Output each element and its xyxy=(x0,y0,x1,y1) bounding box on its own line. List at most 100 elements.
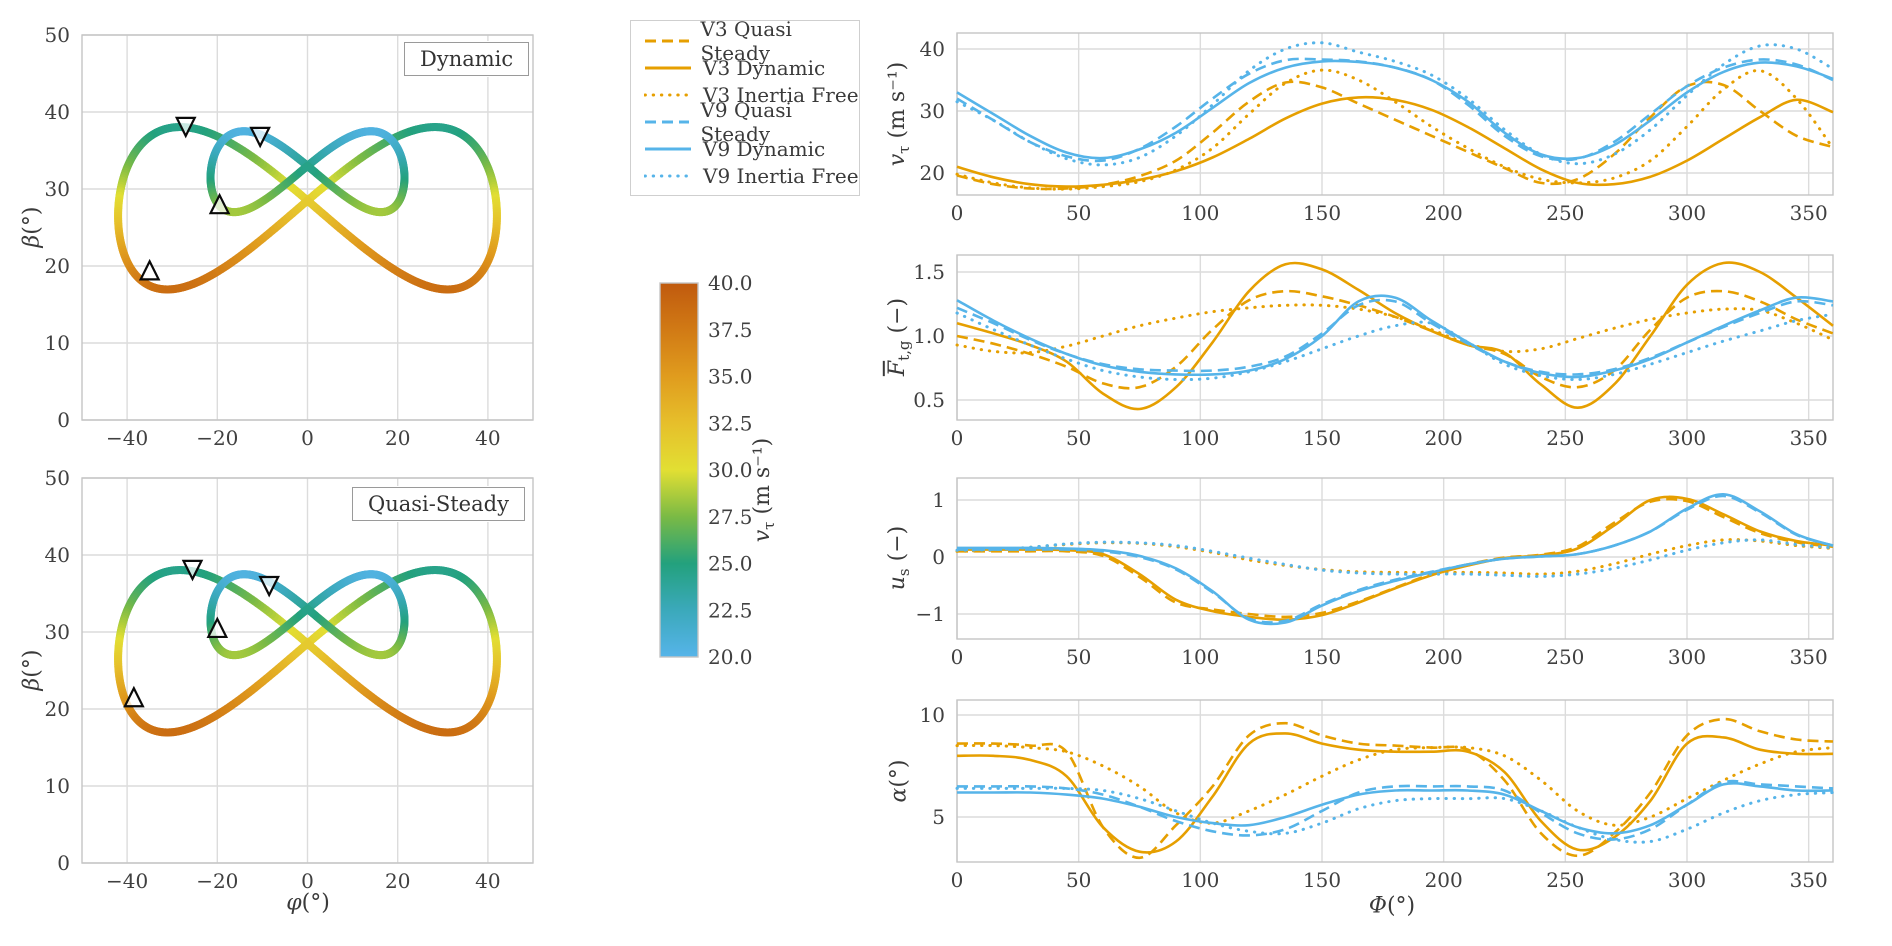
tick-label: 10 xyxy=(45,331,70,355)
tick-label: 50 xyxy=(1066,426,1091,450)
title-box-quasi-steady: Quasi-Steady xyxy=(352,487,525,521)
tick-label: −40 xyxy=(106,426,148,450)
tick-label: 0 xyxy=(951,868,964,892)
legend-label: V9 Dynamic xyxy=(703,136,826,161)
legend-line-sample-icon xyxy=(644,93,692,96)
marker-triangle-down-icon xyxy=(181,559,204,582)
tick-label: 30 xyxy=(920,99,945,123)
trajectory-plot-dynamic: −40 −20 0 20 40 0 10 20 30 40 50 xyxy=(45,23,534,450)
tick-label: 300 xyxy=(1668,426,1706,450)
marker-triangle-up-icon xyxy=(206,616,229,639)
tick-label: 20.0 xyxy=(708,645,753,669)
legend-line-sample-icon xyxy=(645,120,690,123)
tick-label: 200 xyxy=(1425,868,1463,892)
legend-label: V3 Dynamic xyxy=(703,55,826,80)
series-v9-dynamic xyxy=(956,294,1834,379)
tick-label: −40 xyxy=(106,869,148,893)
title-dynamic: Dynamic xyxy=(420,47,514,71)
tick-label: 0 xyxy=(301,869,314,893)
tick-label: 100 xyxy=(1181,868,1219,892)
tick-label: 35.0 xyxy=(708,365,753,389)
tick-label: 100 xyxy=(1181,426,1219,450)
ylabel-beta-dynamic: β(°) xyxy=(19,206,45,248)
tick-label: 0 xyxy=(57,851,70,875)
tick-label: 5 xyxy=(932,805,945,829)
series-v9-inertia-free xyxy=(955,41,1835,167)
series-v9-dynamic xyxy=(957,781,1834,835)
marker-triangle-down-icon xyxy=(174,116,197,139)
tick-label: 250 xyxy=(1546,426,1584,450)
tick-label: 27.5 xyxy=(708,505,753,529)
legend-line-sample-icon xyxy=(645,147,691,150)
legend-line-sample-icon xyxy=(645,66,691,69)
tick-label: 150 xyxy=(1303,201,1341,225)
tick-label: 50 xyxy=(1066,645,1091,669)
tick-label: 25.0 xyxy=(708,552,753,576)
tick-label: 0 xyxy=(301,426,314,450)
tick-label: 300 xyxy=(1668,645,1706,669)
tick-label: 40 xyxy=(920,37,945,61)
tick-label: 300 xyxy=(1668,868,1706,892)
legend-item-v9-dynamic: V9 Dynamic xyxy=(631,135,859,162)
tick-label: 22.5 xyxy=(708,598,753,622)
legend: V3 Quasi Steady V3 Dynamic V3 Inertia Fr… xyxy=(630,17,860,196)
tick-label: 30 xyxy=(45,620,70,644)
trajectory-plot-quasi-steady: −40 −20 0 20 40 0 10 20 30 40 50 xyxy=(45,466,534,893)
tick-label: 350 xyxy=(1790,201,1828,225)
tick-label: 40.0 xyxy=(708,271,753,295)
tick-label: 250 xyxy=(1546,868,1584,892)
tick-label: 200 xyxy=(1425,645,1463,669)
series-v3-dynamic xyxy=(956,732,1834,854)
series-v9-inertia-free xyxy=(955,311,1835,382)
tick-label: 20 xyxy=(45,254,70,278)
tick-label: 0 xyxy=(951,645,964,669)
tick-label: 50 xyxy=(1066,201,1091,225)
series-v3-quasi-steady xyxy=(957,497,1834,619)
tick-label: 100 xyxy=(1181,645,1219,669)
tick-label: 10 xyxy=(920,703,945,727)
tick-label: −20 xyxy=(196,869,238,893)
tick-label: 0 xyxy=(951,426,964,450)
panel-ftg: 0 50 100 150 200 250 300 350 0.5 1.0 1.5 xyxy=(913,254,1835,450)
panel-alpha: 0 50 100 150 200 250 300 350 5 10 xyxy=(920,699,1835,892)
tick-label: 100 xyxy=(1181,201,1219,225)
tick-label: 32.5 xyxy=(708,411,753,435)
series-v3-dynamic xyxy=(956,495,1834,622)
marker-triangle-up-icon xyxy=(123,685,145,708)
colorbar-label: vτ (m s⁻¹) xyxy=(749,437,779,543)
tick-label: 350 xyxy=(1790,645,1828,669)
tick-label: 0 xyxy=(57,408,70,432)
tick-label: 350 xyxy=(1790,426,1828,450)
tick-label: 350 xyxy=(1790,868,1828,892)
xlabel-phi-trajectory: φ(°) xyxy=(286,890,330,916)
tick-label: 20 xyxy=(385,426,410,450)
marker-triangle-down-icon xyxy=(258,575,280,598)
tick-label: 50 xyxy=(45,466,70,490)
legend-item-v9-inertia-free: V9 Inertia Free xyxy=(631,162,859,189)
ylabel-beta-quasi-steady: β(°) xyxy=(19,649,45,691)
colorbar: 40.0 37.5 35.0 32.5 30.0 27.5 25.0 22.5 20.0 xyxy=(659,271,753,669)
title-box-dynamic: Dynamic xyxy=(404,42,530,76)
tick-label: 1.0 xyxy=(913,324,945,348)
series-v3-dynamic xyxy=(956,261,1834,411)
tick-label: 20 xyxy=(385,869,410,893)
tick-label: 10 xyxy=(45,774,70,798)
tick-label: 150 xyxy=(1303,645,1341,669)
series-v3-inertia-free xyxy=(955,743,1835,827)
panel-us: 0 50 100 150 200 250 300 350−101 xyxy=(916,477,1835,669)
marker-triangle-up-icon xyxy=(138,258,161,281)
tick-label: 0.5 xyxy=(913,388,945,412)
tick-label: 150 xyxy=(1303,868,1341,892)
legend-item-v9-quasi-steady: V9 Quasi Steady xyxy=(631,98,859,146)
ylabel-ftg: Ft,g (−) xyxy=(884,297,914,377)
legend-item-v3-inertia-free: V3 Inertia Free xyxy=(631,81,859,108)
tick-label: 0 xyxy=(951,201,964,225)
marker-triangle-up-icon xyxy=(208,192,231,215)
ylabel-us: us (−) xyxy=(884,525,914,591)
legend-line-sample-icon xyxy=(644,174,692,177)
tick-label: 37.5 xyxy=(708,318,753,342)
tick-label: 30.0 xyxy=(708,458,753,482)
ylabel-alpha: α(°) xyxy=(886,759,912,803)
